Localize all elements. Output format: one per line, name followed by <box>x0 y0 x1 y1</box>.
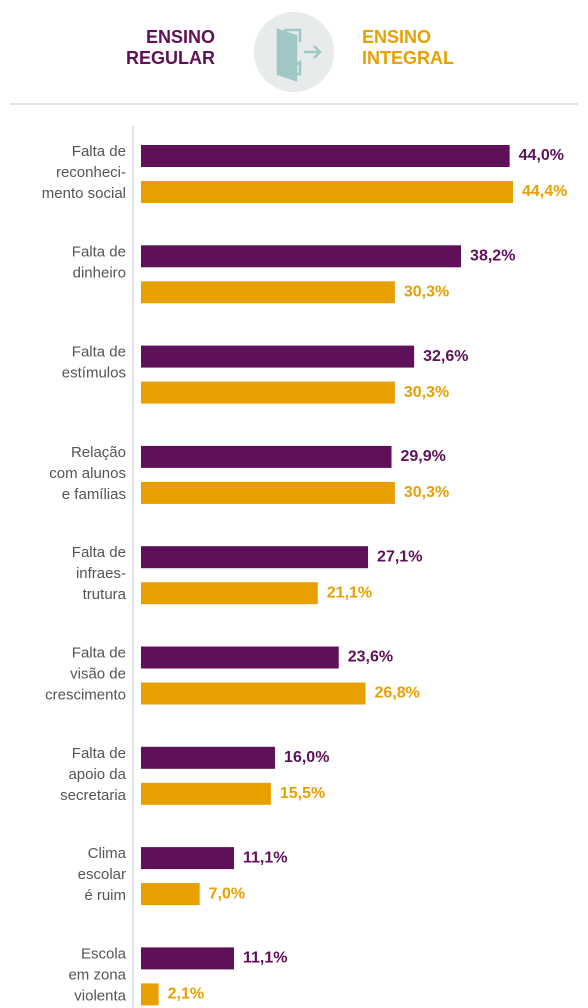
category-label: escolar <box>78 866 126 883</box>
bar <box>141 546 369 569</box>
category-label: Falta de <box>72 745 126 762</box>
category-label: violenta <box>74 987 126 1004</box>
bar <box>141 245 462 268</box>
category-label: dinheiro <box>73 264 126 281</box>
category-label: Falta de <box>72 243 126 260</box>
bar <box>141 445 392 468</box>
category-label: Falta de <box>72 644 126 661</box>
legend-integral: ENSINO INTEGRAL <box>362 27 454 68</box>
value-label: 30,3% <box>404 484 449 501</box>
bar <box>141 746 276 769</box>
category-label: visão de <box>70 665 126 682</box>
bar <box>141 682 366 705</box>
door-icon <box>276 28 322 82</box>
value-label: 38,2% <box>470 248 515 265</box>
value-label: 23,6% <box>348 649 393 666</box>
category-label: com alunos <box>49 465 126 482</box>
category-label: Relação <box>71 444 126 461</box>
category-label: e famílias <box>62 486 126 503</box>
category-label: Falta de <box>72 344 126 361</box>
category-label: é ruim <box>84 887 126 904</box>
value-label: 11,1% <box>243 849 287 866</box>
value-label: 30,3% <box>404 284 449 301</box>
value-label: 7,0% <box>209 885 245 902</box>
bar <box>141 381 395 404</box>
category-label: mento social <box>42 185 126 202</box>
bar <box>141 181 513 203</box>
value-label: 30,3% <box>404 384 449 401</box>
category-label: Falta de <box>72 544 126 561</box>
category-label: Falta de <box>72 143 126 160</box>
legend-regular: ENSINO REGULAR <box>126 27 215 68</box>
category-label: trutura <box>83 586 127 603</box>
category-label: infraes- <box>76 565 126 582</box>
bar <box>141 883 200 906</box>
value-label: 16,0% <box>284 749 329 766</box>
value-label: 32,6% <box>423 348 468 365</box>
bar <box>141 145 510 167</box>
value-label: 15,5% <box>280 785 325 802</box>
value-label: 2,1% <box>168 986 204 1003</box>
category-label: estímulos <box>62 365 126 382</box>
bar <box>141 345 415 368</box>
category-label: Clima <box>88 845 127 862</box>
bar <box>141 646 339 669</box>
category-label: reconheci- <box>56 164 126 181</box>
bar <box>141 481 395 504</box>
bar <box>141 782 271 805</box>
value-label: 26,8% <box>375 685 420 702</box>
bar <box>141 847 234 870</box>
value-label: 44,4% <box>522 183 567 200</box>
value-label: 21,1% <box>327 584 372 601</box>
category-label: crescimento <box>45 686 126 703</box>
category-label: em zona <box>68 966 126 983</box>
bar <box>141 947 234 970</box>
value-label: 44,0% <box>519 147 564 164</box>
value-label: 11,1% <box>243 950 287 967</box>
bar <box>141 582 318 605</box>
value-label: 29,9% <box>401 448 446 465</box>
category-label: Escola <box>81 945 127 962</box>
category-label: apoio da <box>68 766 126 783</box>
bar <box>141 281 395 304</box>
category-label: secretaria <box>60 787 127 804</box>
value-label: 27,1% <box>377 548 422 565</box>
bar <box>141 983 159 1006</box>
